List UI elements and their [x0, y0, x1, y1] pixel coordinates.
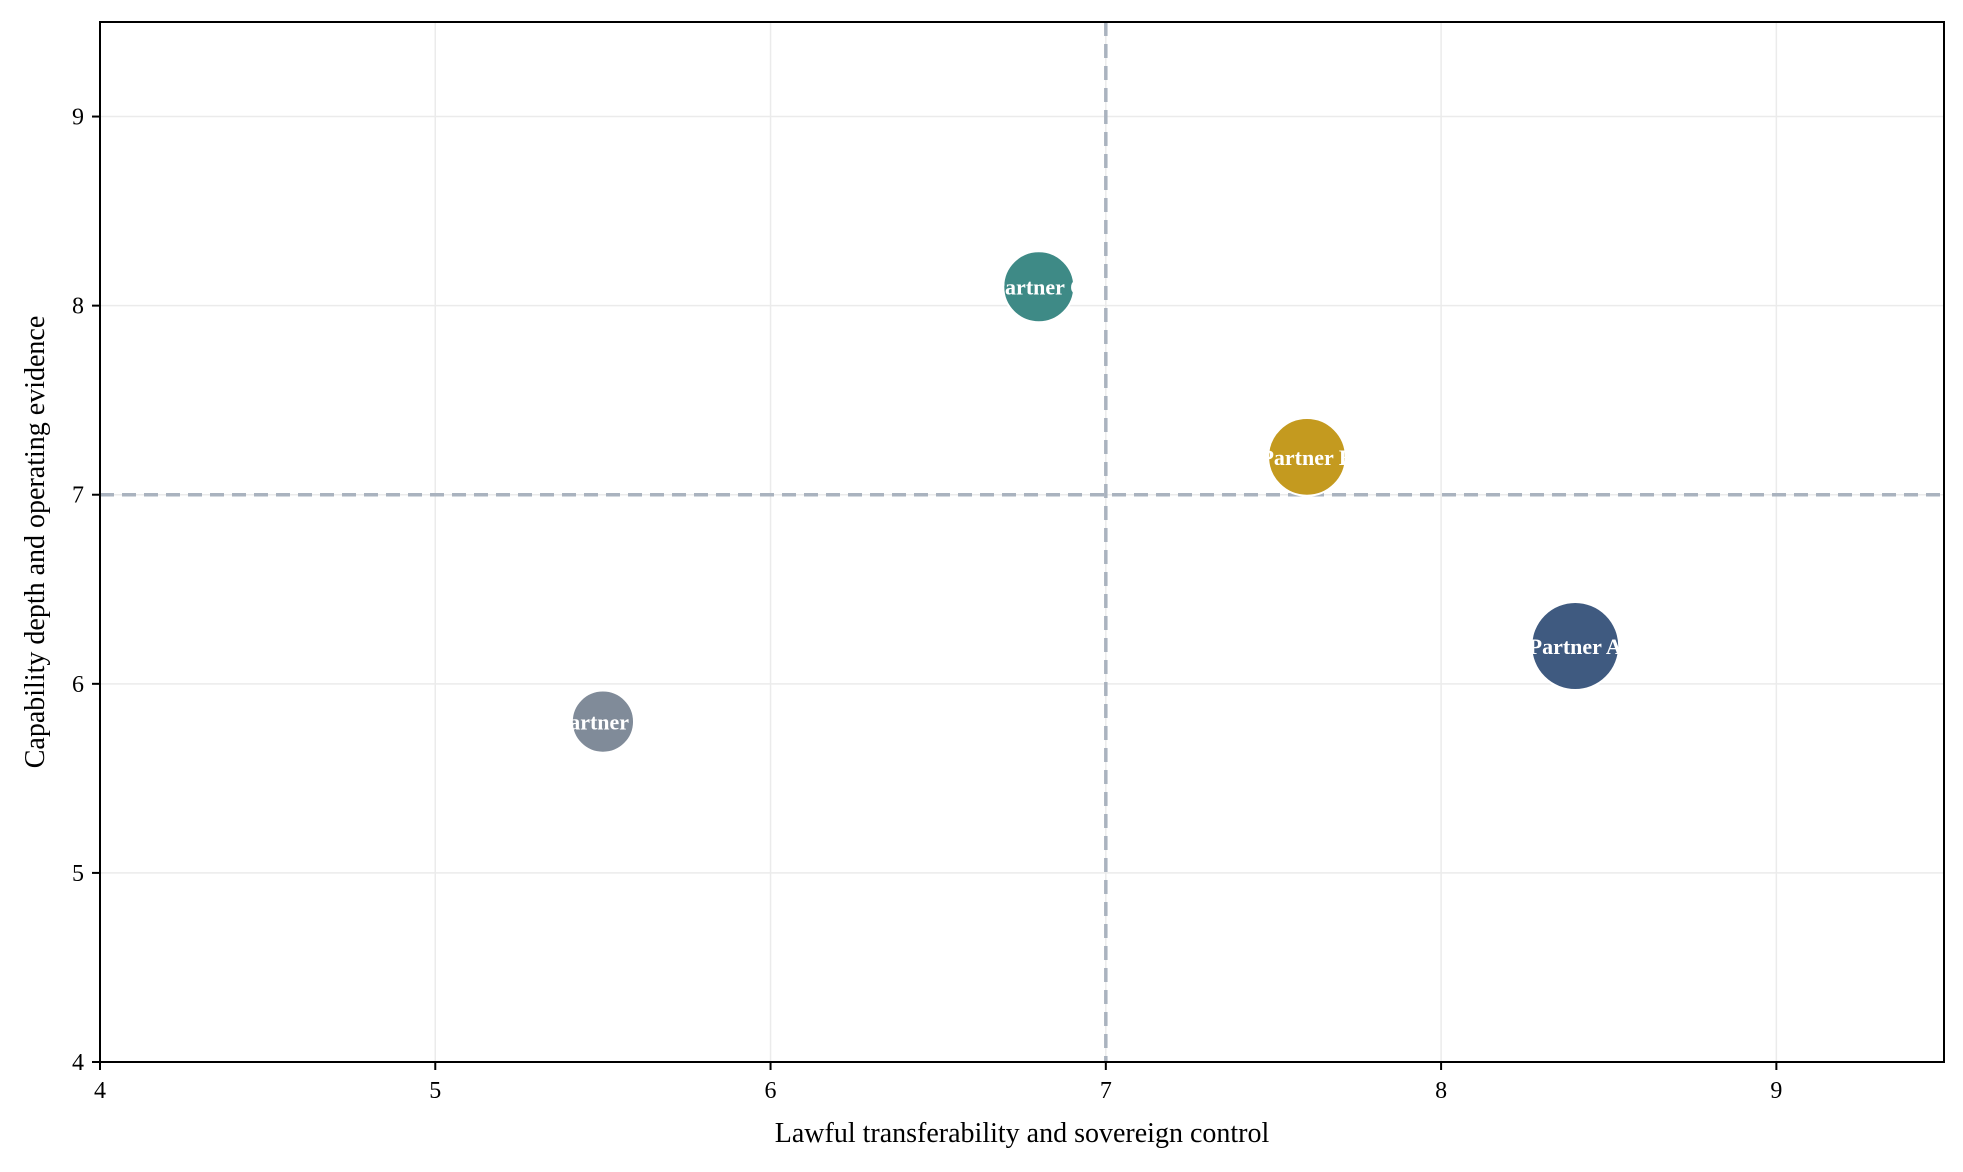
bubbles: Partner A Partner B Partner C Partner D	[556, 250, 1622, 754]
bubble-marker	[1002, 250, 1076, 324]
bubble-point: Partner C	[992, 250, 1086, 324]
bubble-point: Partner A	[1529, 601, 1622, 691]
bubble-label: Partner A	[1529, 634, 1622, 659]
y-axis-label: Capability depth and operating evidence	[20, 316, 51, 769]
plot-frame	[99, 21, 1945, 1063]
x-tick-label: 7	[1100, 1078, 1112, 1104]
y-tick-label: 6	[72, 672, 84, 698]
y-tick-label: 8	[72, 294, 84, 320]
x-tick-label: 9	[1770, 1078, 1782, 1104]
grid-lines	[99, 22, 1944, 1063]
bubble-point: Partner B	[1260, 417, 1353, 497]
x-tick-label: 6	[765, 1078, 777, 1104]
bubble-label: Partner D	[556, 710, 650, 735]
x-axis-ticks: 4 5 6 7 8 9	[94, 1062, 1782, 1104]
x-tick-label: 8	[1435, 1078, 1447, 1104]
bubble-marker	[570, 689, 636, 754]
x-axis-label: Lawful transferability and sovereign con…	[775, 1118, 1270, 1149]
bubble-point: Partner D	[556, 689, 650, 754]
reference-lines	[100, 22, 1944, 1062]
bubble-label: Partner C	[992, 275, 1086, 300]
y-axis-ticks: 4 5 6 7 8 9	[72, 105, 100, 1076]
y-tick-label: 9	[72, 105, 84, 131]
y-tick-label: 5	[72, 861, 84, 887]
x-tick-label: 5	[429, 1078, 441, 1104]
bubble-marker	[1267, 417, 1347, 497]
y-tick-label: 4	[72, 1050, 84, 1076]
bubble-marker	[1530, 601, 1621, 691]
bubble-label: Partner B	[1260, 445, 1353, 470]
y-tick-label: 7	[72, 483, 84, 509]
x-tick-label: 4	[94, 1078, 106, 1104]
